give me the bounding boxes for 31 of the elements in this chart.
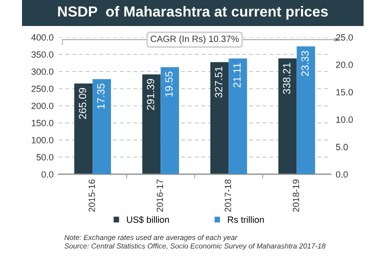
y-tick-label: 350.0	[31, 51, 54, 58]
y-tick-label: 0.0	[42, 171, 54, 178]
x-tick-label: 2017-18	[224, 179, 232, 212]
y2-tick-label: 0.0	[336, 171, 348, 178]
data-label: 338.21	[282, 63, 290, 94]
y-tick-label: 300.0	[31, 68, 54, 75]
x-tick-label: 2015-16	[88, 179, 96, 212]
y-tick-label: 50.0	[36, 154, 54, 160]
data-label: 327.51	[214, 66, 222, 98]
y-tick-label: 400.0	[31, 34, 54, 41]
y2-tick-label: 5.0	[336, 144, 348, 150]
y-tick-label: 200.0	[32, 102, 54, 110]
data-label: 21.11	[233, 63, 241, 88]
data-label: 265.09	[78, 88, 86, 119]
y-tick-label: 150.0	[32, 120, 54, 126]
y-tick-label: 250.0	[32, 86, 54, 92]
legend-label: US$ billion	[126, 216, 169, 224]
x-tick-label: 2018-19	[292, 180, 300, 212]
data-label: 291.39	[146, 79, 154, 110]
annotation: CAGR (In Rs) 10.37%	[150, 35, 239, 44]
y2-tick-label: 10.0	[336, 116, 353, 123]
chart-title: NSDP of Maharashtra at current prices	[58, 6, 328, 20]
data-label: 19.55	[165, 72, 173, 96]
x-tick-label: 2016-17	[156, 180, 164, 212]
y-tick-label: 100.0	[32, 136, 54, 144]
y2-tick-label: 15.0	[336, 89, 353, 96]
y2-tick-label: 20.0	[336, 62, 353, 68]
y2-tick-label: 25.0	[336, 34, 353, 41]
legend-label: Rs trillion	[228, 216, 264, 223]
data-label: 23.33	[301, 50, 309, 76]
data-label: 17.35	[97, 84, 105, 109]
